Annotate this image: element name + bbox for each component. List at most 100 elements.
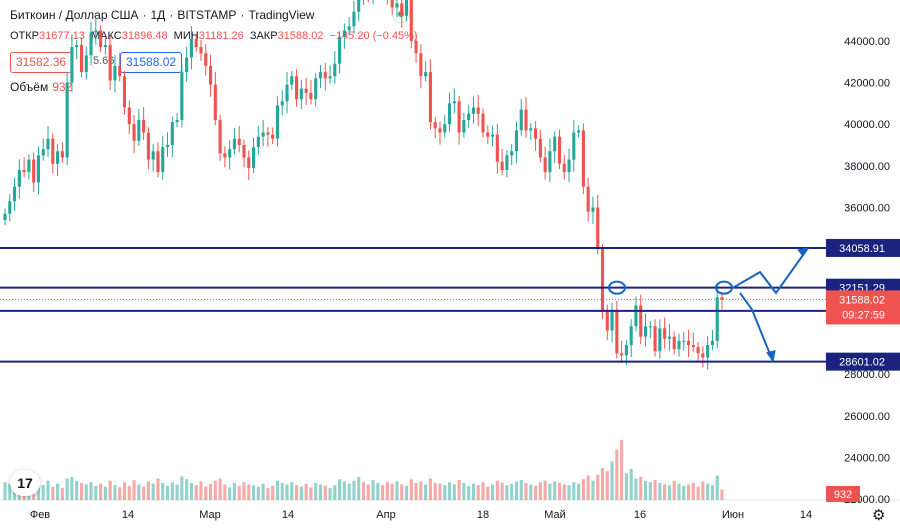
volume-bar xyxy=(132,480,136,500)
annotation-circle xyxy=(715,280,733,295)
x-tick-label: Фев xyxy=(30,509,50,521)
y-tick-label: 24000.00 xyxy=(844,453,890,465)
settings-gear-icon[interactable]: ⚙ xyxy=(872,507,886,524)
brand-label: TradingView xyxy=(248,8,315,22)
candle-body xyxy=(328,76,332,79)
x-tick-label: Апр xyxy=(376,509,395,521)
y-tick-label: 44000.00 xyxy=(844,36,890,48)
candle-body xyxy=(170,122,174,145)
volume-bar xyxy=(127,485,131,500)
volume-bar xyxy=(142,486,146,500)
volume-bar xyxy=(715,475,719,500)
volume-bar xyxy=(237,485,241,500)
volume-bar xyxy=(505,485,509,500)
volume-bar xyxy=(366,484,370,500)
volume-bar xyxy=(481,482,485,500)
countdown-label: 09:27:59 xyxy=(842,309,885,321)
candle-body xyxy=(261,132,265,137)
candle-body xyxy=(357,0,361,12)
volume-bar xyxy=(8,483,12,500)
volume-bar xyxy=(452,484,456,500)
candle-body xyxy=(309,92,313,100)
interval-label[interactable]: 1Д xyxy=(150,8,166,22)
annotation-circle xyxy=(608,280,626,295)
candle-body xyxy=(677,340,681,350)
candle-body xyxy=(247,157,251,168)
last-price-badge xyxy=(826,290,900,325)
candle-body xyxy=(467,113,471,120)
volume-bar xyxy=(596,474,600,500)
candle-body xyxy=(653,326,657,352)
tradingview-logo-icon[interactable]: 17 xyxy=(10,470,40,496)
volume-bar xyxy=(122,482,127,500)
volume-bar xyxy=(318,484,323,500)
volume-bar xyxy=(500,482,504,500)
candle-body xyxy=(409,0,413,41)
candle-body xyxy=(223,153,227,158)
bid-button[interactable]: 31582.36 xyxy=(10,52,73,73)
volume-bar xyxy=(419,481,423,500)
candle-body xyxy=(333,63,337,77)
candle-body xyxy=(185,57,189,73)
volume-bar xyxy=(228,487,232,500)
x-tick-label: 14 xyxy=(800,509,812,521)
volume-bar xyxy=(223,484,227,500)
candle-body xyxy=(266,132,270,135)
candle-body xyxy=(122,76,127,108)
volume-bar xyxy=(385,482,389,500)
candle-body xyxy=(256,136,260,148)
candle-body xyxy=(127,107,131,125)
candle-body xyxy=(60,151,64,158)
candle-body xyxy=(615,311,619,354)
y-tick-label: 28000.00 xyxy=(844,369,890,381)
volume-bar xyxy=(529,484,533,500)
candle-body xyxy=(605,311,609,331)
candle-body xyxy=(70,47,74,83)
volume-bar xyxy=(710,485,714,500)
candle-body xyxy=(414,40,418,54)
candle-body xyxy=(146,132,150,160)
candle-body xyxy=(271,134,275,139)
candle-body xyxy=(103,45,107,48)
volume-bar xyxy=(352,480,356,500)
volume-bar xyxy=(84,484,88,500)
volume-bar xyxy=(70,477,74,500)
volume-bar xyxy=(79,482,84,500)
candle-body xyxy=(194,38,198,48)
volume-bar xyxy=(51,486,55,500)
candle-body xyxy=(548,151,552,173)
candle-body xyxy=(17,170,21,187)
volume-bar xyxy=(720,489,724,500)
candle-body xyxy=(46,138,50,150)
y-tick-label: 38000.00 xyxy=(844,161,890,173)
candle-body xyxy=(534,128,538,139)
volume-bar xyxy=(151,483,155,500)
candle-body xyxy=(338,36,342,64)
volume-bar xyxy=(404,485,409,500)
volume-bar xyxy=(3,482,7,500)
ask-button[interactable]: 31588.02 xyxy=(120,52,183,73)
volume-bar xyxy=(495,480,499,500)
candle-body xyxy=(701,353,705,358)
bullish-arrow-head xyxy=(797,247,810,257)
volume-bar xyxy=(548,483,552,500)
volume-bar xyxy=(471,483,475,500)
candle-body xyxy=(89,32,93,56)
volume-bars xyxy=(3,440,724,500)
candle-body xyxy=(610,311,614,331)
volume-bar xyxy=(538,482,542,500)
candle-body xyxy=(667,336,671,339)
volume-bar xyxy=(342,481,346,500)
volume-bar xyxy=(510,483,514,500)
volume-bar xyxy=(639,477,643,500)
symbol-title[interactable]: Биткоин / Доллар США xyxy=(10,8,139,22)
candle-body xyxy=(132,124,136,141)
candle-body xyxy=(500,161,504,170)
volume-bar xyxy=(189,482,193,500)
candle-body xyxy=(199,47,203,54)
volume-bar xyxy=(424,484,428,500)
candle-body xyxy=(486,132,490,137)
candle-body xyxy=(481,113,485,133)
candle-body xyxy=(462,120,466,133)
